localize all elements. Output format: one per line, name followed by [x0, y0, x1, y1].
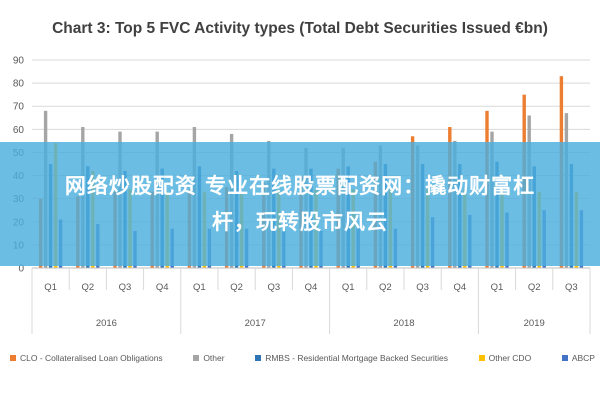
y-tick-label: 70 [13, 102, 25, 113]
x-axis: Q1 Q2 Q3 Q4 Q1 Q2 Q3 Q4 Q1 Q2 Q3 Q4 Q1 Q2 Q3 2016 2017 20… [31, 267, 591, 334]
year-label: 2019 [524, 318, 545, 329]
y-tick-label: 0 [18, 264, 24, 275]
x-tick-label: Q2 [528, 282, 541, 293]
year-label: 2017 [245, 318, 266, 329]
x-tick-label: Q1 [491, 282, 504, 293]
legend-item: Other [193, 353, 225, 363]
legend-item: ABCP [561, 353, 595, 363]
year-label: 2016 [96, 318, 117, 329]
legend-item: Other CDO [478, 353, 532, 363]
y-tick-label: 90 [13, 56, 25, 67]
legend-swatch [561, 355, 568, 361]
legend-label: RMBS - Residential Mortgage Backed Secur… [265, 353, 449, 363]
x-tick-label: Q1 [342, 282, 355, 293]
legend-label: CLO - Collateralised Loan Obligations [20, 353, 163, 363]
x-tick-label: Q2 [81, 282, 94, 293]
x-tick-label: Q1 [193, 282, 206, 293]
legend-swatch [255, 355, 262, 361]
chart-title: Chart 3: Top 5 FVC Activity types (Total… [52, 20, 548, 37]
y-tick-label: 60 [13, 125, 25, 136]
overlay-line-1: 网络炒股配资 专业在线股票配资网：撬动财富杠 [64, 174, 536, 198]
legend-label: Other [203, 353, 225, 363]
x-tick-label: Q1 [44, 282, 57, 293]
legend-label: ABCP [571, 353, 595, 363]
legend-label: Other CDO [488, 353, 532, 363]
year-label: 2018 [393, 318, 414, 329]
x-tick-label: Q4 [305, 282, 318, 293]
legend-swatch [10, 355, 16, 361]
overlay-line-2: 杆，玩转股市风云 [212, 210, 388, 234]
x-tick-label: Q4 [156, 282, 169, 293]
legend-swatch [478, 355, 485, 361]
x-tick-label: Q3 [119, 282, 132, 293]
x-tick-label: Q3 [267, 282, 280, 293]
x-tick-label: Q2 [379, 282, 392, 293]
y-tick-label: 80 [13, 79, 25, 90]
overlay-banner: 网络炒股配资 专业在线股票配资网：撬动财富杠 杆，玩转股市风云 [0, 142, 600, 266]
x-tick-label: Q2 [230, 282, 243, 293]
x-tick-label: Q3 [416, 282, 429, 293]
legend: CLO - Collateralised Loan Obligations Oth… [10, 350, 595, 366]
x-tick-label: Q4 [453, 282, 466, 293]
legend-item: CLO - Collateralised Loan Obligations [10, 353, 163, 363]
legend-swatch [193, 355, 200, 361]
x-tick-label: Q3 [565, 282, 578, 293]
legend-item: RMBS - Residential Mortgage Backed Secur… [255, 353, 448, 363]
